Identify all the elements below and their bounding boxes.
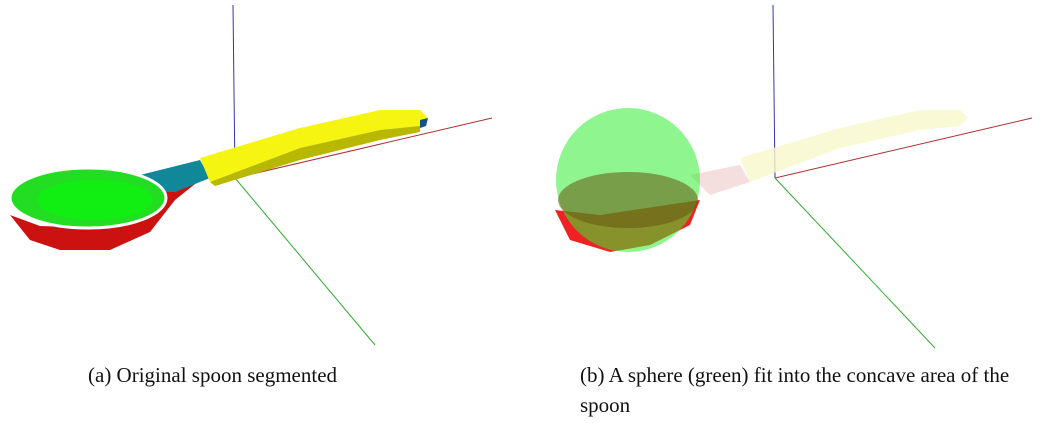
panel-a	[10, 5, 492, 345]
caption: (a) Original spoon segmented	[88, 360, 468, 390]
caption: (b) A sphere (green) fit into the concav…	[580, 360, 1040, 420]
spoon-bowl-inner	[37, 180, 153, 220]
y-axis	[235, 178, 375, 345]
figure-images	[0, 0, 1046, 360]
panel-b	[555, 5, 1032, 348]
spoon-bowl	[558, 172, 698, 228]
page: {"figures": [ {"caption": "(a) Original …	[0, 0, 1046, 425]
y-axis	[775, 178, 935, 348]
